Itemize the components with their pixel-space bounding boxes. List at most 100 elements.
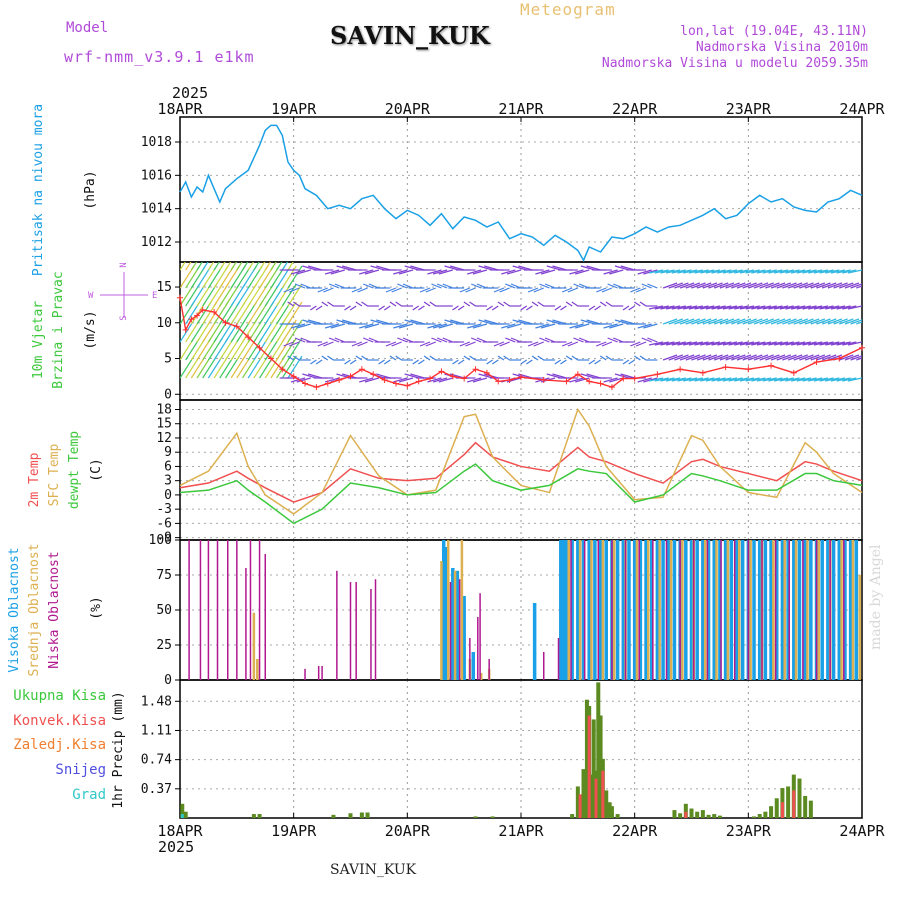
wind-barb (700, 305, 715, 310)
cloud-bar (583, 540, 586, 680)
wind-barb (202, 262, 209, 271)
precip-bar (678, 813, 683, 818)
wind-barb (539, 337, 550, 343)
wind-barb (799, 282, 814, 289)
wind-barb (714, 282, 729, 289)
wind-barb (425, 341, 436, 347)
cloud-bar (593, 540, 597, 680)
wind-speed-marker (290, 373, 297, 380)
wind-barb (702, 354, 718, 361)
wind-barb (751, 305, 766, 310)
wind-barb (459, 341, 471, 347)
wind-barb (287, 337, 303, 361)
cloud-bar (611, 540, 613, 680)
x-tick-label-top: 20APR (385, 100, 431, 118)
wind-barb (622, 359, 630, 365)
wind-barb (580, 373, 596, 379)
wind-barb (499, 341, 510, 347)
cloud-bar (667, 540, 671, 680)
wind-barb (819, 341, 834, 346)
model-elevation-label: Nadmorska Visina u modelu 2059.35m (601, 56, 868, 71)
wind-barb (719, 318, 735, 325)
cloud-bar (245, 568, 247, 680)
wind-barb (842, 377, 857, 382)
wind-speed-marker (222, 319, 229, 326)
wind-barb (734, 269, 749, 274)
wind-barb (469, 355, 476, 361)
wind-barb (423, 355, 431, 361)
y-tick-label: 1018 (141, 135, 172, 150)
y-tick-label: 10 (156, 316, 172, 331)
wind-barb (336, 265, 351, 271)
wind-barb (491, 305, 499, 311)
cloud-bar (729, 540, 734, 680)
cloud-bar (444, 547, 448, 680)
wind-barb (575, 377, 590, 383)
wind-barb (679, 282, 695, 289)
compass-west: W (88, 291, 94, 301)
compass-north: N (119, 262, 129, 267)
y-tick-label: -9 (156, 531, 172, 546)
wind-barb (546, 319, 561, 325)
wind-barb (739, 377, 755, 382)
station-title: SAVIN_KUK (330, 21, 490, 50)
wind-barb (776, 318, 791, 325)
wind-barb (363, 337, 374, 343)
cloud-bar (786, 540, 790, 680)
wind-barb (296, 269, 311, 275)
wind-barb (734, 341, 749, 346)
wind-barb (660, 377, 675, 382)
wind-barb (734, 305, 749, 310)
precip-bar (803, 795, 808, 818)
wind-barb (540, 269, 556, 275)
wind-barb (722, 341, 738, 346)
wind-barb (779, 341, 794, 346)
wind-speed-marker (859, 344, 865, 351)
wind-barb (613, 337, 624, 343)
precip-bar (348, 813, 353, 818)
wind-barb (705, 305, 721, 310)
wind-barb (635, 287, 647, 293)
wind-barb (336, 319, 351, 325)
y-tick-label: 1014 (141, 202, 172, 217)
wind-barb (276, 262, 283, 271)
wind-barb (444, 319, 459, 325)
wind-barb (442, 337, 454, 343)
cloud-bar (669, 540, 673, 680)
wind-barb (442, 283, 454, 289)
precip-bar (570, 814, 575, 818)
cloud-bar (621, 540, 626, 680)
wind-speed-marker (836, 355, 843, 362)
wind-barb (431, 337, 442, 343)
wind-barb (804, 282, 820, 289)
wind-speed-marker (279, 366, 286, 373)
wind-barb (785, 341, 800, 346)
wind-barb (847, 377, 862, 382)
wind-barb (427, 323, 442, 329)
wind-barb (674, 354, 689, 361)
wind-barb (647, 337, 658, 343)
wind-speed-marker (302, 380, 309, 387)
wind-barb (281, 262, 289, 271)
y-tick-label: 25 (156, 638, 172, 653)
y-tick-label: 1016 (141, 168, 172, 183)
cloud-bar (370, 589, 372, 680)
cloud-bar (597, 540, 600, 680)
wind-barb (281, 355, 297, 379)
wind-speed-marker (518, 374, 524, 381)
wind-barb (816, 282, 831, 289)
wind-barb (791, 305, 806, 310)
wind-barb (397, 283, 408, 289)
cloud-bar (455, 570, 460, 680)
wind-barb (302, 373, 317, 379)
temp-line-0 (179, 441, 863, 503)
wind-barb (717, 377, 732, 382)
wind-barb (799, 354, 814, 361)
x-tick-label-bottom: 20APR (385, 822, 431, 840)
wind-barb (847, 269, 862, 274)
precip-bar (763, 811, 768, 818)
cloud-bar (817, 540, 821, 680)
wind-barb (452, 359, 459, 365)
wind-barb (317, 287, 328, 293)
